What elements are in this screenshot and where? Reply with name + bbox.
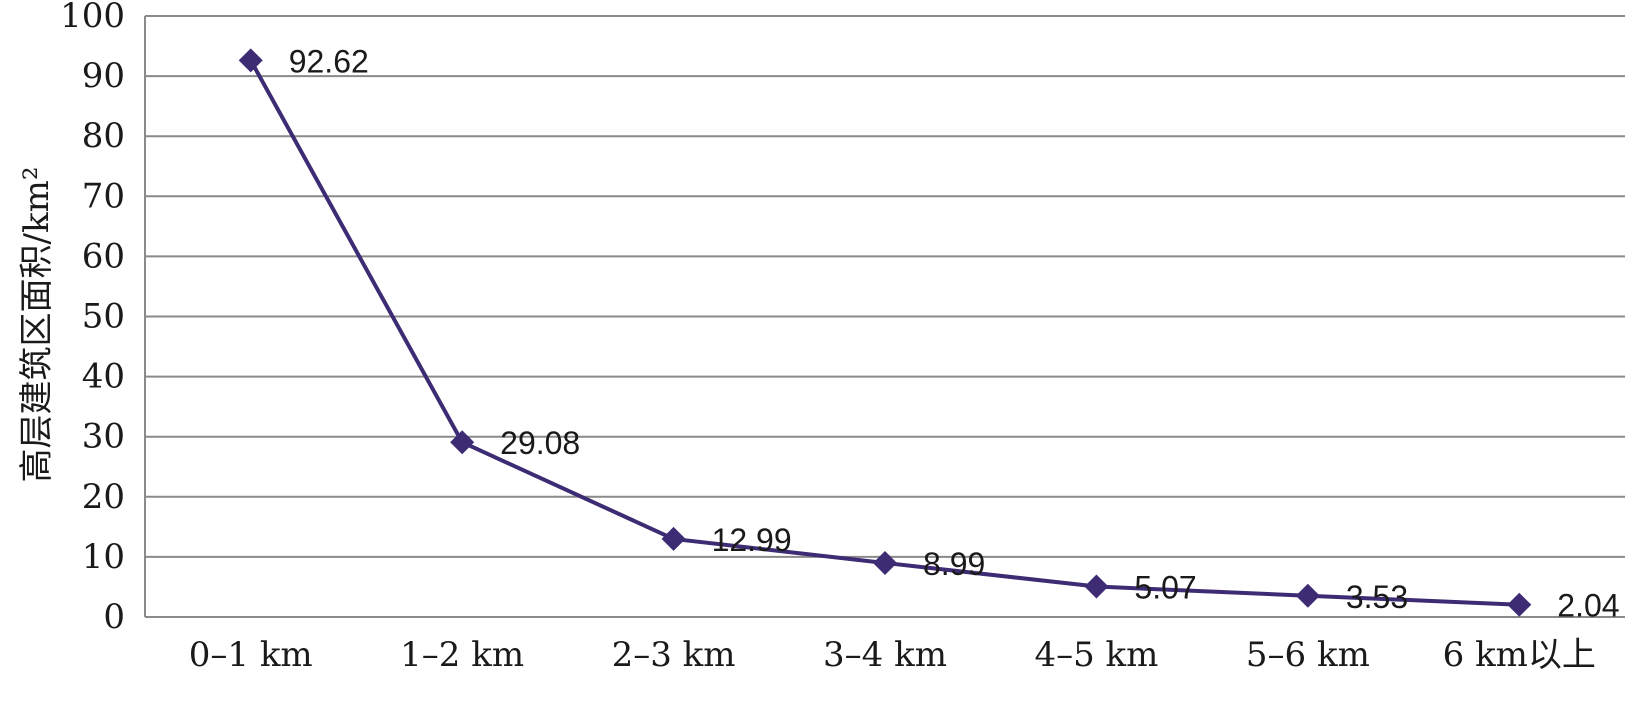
x-tick-label: 6 km以上 <box>1443 635 1596 675</box>
data-label: 8.99 <box>923 546 985 582</box>
y-tick-label: 10 <box>82 537 125 577</box>
data-label: 3.53 <box>1346 579 1408 615</box>
data-labels: 92.62 29.08 12.99 8.99 5.07 3.53 2.04 <box>289 43 1620 623</box>
y-tick-label: 80 <box>82 116 125 156</box>
y-tick-label: 20 <box>82 477 125 517</box>
y-axis-title: 高层建筑区面积/km² <box>17 167 57 483</box>
series-group <box>238 48 1532 617</box>
y-tick-label: 40 <box>82 357 125 397</box>
data-label: 5.07 <box>1134 570 1196 606</box>
y-tick-label: 70 <box>82 176 125 216</box>
y-tick-label: 30 <box>82 417 125 457</box>
y-tick-label: 90 <box>82 56 125 96</box>
x-tick-label: 2–3 km <box>612 635 736 675</box>
data-label: 29.08 <box>500 425 580 461</box>
x-tick-label: 3–4 km <box>823 635 947 675</box>
data-label: 12.99 <box>712 522 792 558</box>
data-point-marker <box>1507 592 1532 617</box>
x-tick-label: 4–5 km <box>1034 635 1158 675</box>
x-tick-label: 1–2 km <box>400 635 524 675</box>
data-point-marker <box>238 48 263 73</box>
data-point-marker <box>1295 583 1320 608</box>
series-line <box>248 59 1520 607</box>
x-axis-ticks: 0–1 km 1–2 km 2–3 km 3–4 km 4–5 km 5–6 km 6 km… <box>189 635 1596 675</box>
y-tick-label: 100 <box>60 0 125 36</box>
x-tick-label: 0–1 km <box>189 635 313 675</box>
data-point-marker <box>1084 574 1109 599</box>
x-tick-label: 5–6 km <box>1246 635 1370 675</box>
gridlines <box>144 15 1625 618</box>
data-label: 92.62 <box>289 43 369 79</box>
y-axis-ticks: 0 10 20 30 40 50 60 70 80 90 100 <box>60 0 125 637</box>
y-tick-label: 50 <box>82 297 125 337</box>
y-tick-label: 0 <box>103 597 125 637</box>
data-point-marker <box>450 430 475 455</box>
data-point-marker <box>873 550 897 575</box>
data-label: 2.04 <box>1557 588 1619 624</box>
data-point-marker <box>661 526 686 551</box>
y-tick-label: 60 <box>82 236 125 276</box>
